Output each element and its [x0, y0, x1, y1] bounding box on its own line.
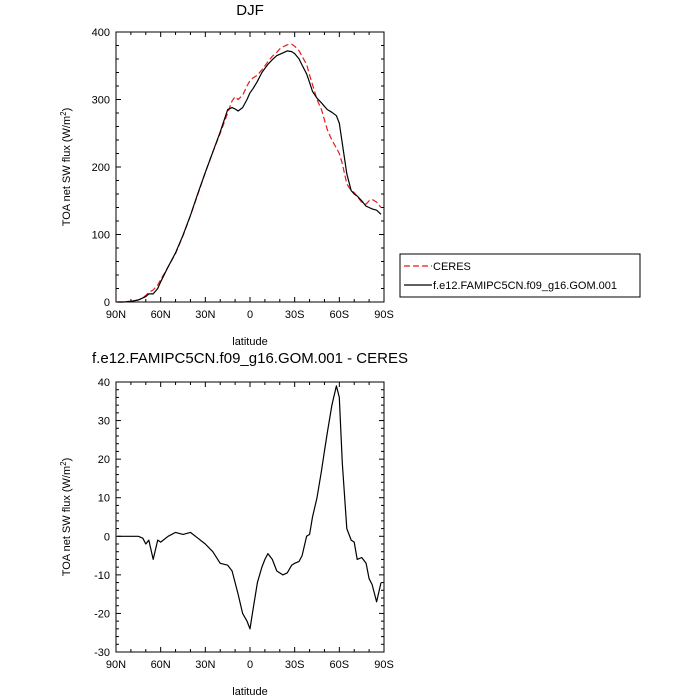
- bottom-y-tick-label: 0: [104, 531, 110, 543]
- top-axis-ticks: 90N 60N 30N 0 30S 60S 90S 0 100 200 300 400: [92, 27, 394, 321]
- bottom-y-tick-label: -30: [94, 647, 110, 659]
- top-x-axis-label: latitude: [232, 336, 267, 348]
- top-y-tick-label: 100: [92, 230, 110, 242]
- bottom-y-tick-label: 10: [98, 493, 110, 505]
- bottom-y-tick-label: 30: [98, 416, 110, 428]
- top-y-axis-label-sup: 2: [59, 111, 68, 116]
- top-x-tick-label: 60N: [151, 309, 171, 321]
- legend-label-model: f.e12.FAMIPC5CN.f09_g16.GOM.001: [433, 280, 617, 292]
- top-series-line-1: [117, 50, 382, 303]
- bottom-y-axis-label: TOA net SW flux (W/m2): [59, 458, 73, 577]
- top-chart-title: DJF: [236, 2, 264, 19]
- bottom-x-tick-label: 90S: [374, 659, 394, 671]
- bottom-series-line-0: [117, 385, 382, 630]
- bottom-series-group: [117, 385, 382, 630]
- top-y-tick-label: 400: [92, 27, 110, 39]
- top-x-tick-label: 30S: [285, 309, 305, 321]
- top-plot-frame: [115, 31, 385, 303]
- bottom-x-tick-label: 60N: [151, 659, 171, 671]
- bottom-x-tick-label: 90N: [106, 659, 126, 671]
- bottom-y-axis-label-main: TOA net SW flux (W/m: [61, 466, 73, 576]
- top-y-axis-label-main: TOA net SW flux (W/m: [61, 116, 73, 226]
- top-panel: DJF 90N 60N 30N 0 30S 60S 90S 0 100 200 300 400 lat…: [59, 2, 394, 348]
- bottom-y-axis-label-close: ): [61, 458, 73, 462]
- top-series-line-0: [117, 43, 382, 303]
- bottom-y-tick-label: 20: [98, 454, 110, 466]
- legend: CERES f.e12.FAMIPC5CN.f09_g16.GOM.001: [399, 253, 641, 298]
- top-x-tick-label: 30N: [195, 309, 215, 321]
- legend-box: [399, 253, 641, 298]
- top-y-tick-label: 0: [104, 297, 110, 309]
- bottom-x-axis-label: latitude: [232, 686, 267, 698]
- legend-label-ceres: CERES: [433, 261, 471, 273]
- top-y-axis-label: TOA net SW flux (W/m2): [59, 108, 73, 227]
- top-x-tick-label: 90N: [106, 309, 126, 321]
- bottom-axis-ticks: 90N 60N 30N 0 30S 60S 90S -30 -20 -10 0 10 20 30 40: [94, 377, 394, 671]
- top-x-tick-label: 0: [247, 309, 253, 321]
- top-x-tick-label: 90S: [374, 309, 394, 321]
- top-y-axis-label-close: ): [61, 108, 73, 112]
- bottom-x-tick-label: 0: [247, 659, 253, 671]
- top-x-tick-label: 60S: [330, 309, 350, 321]
- top-y-tick-label: 200: [92, 162, 110, 174]
- bottom-x-tick-label: 60S: [330, 659, 350, 671]
- top-series-group: [117, 43, 382, 303]
- bottom-panel: f.e12.FAMIPC5CN.f09_g16.GOM.001 - CERES …: [59, 350, 408, 698]
- bottom-y-tick-label: -10: [94, 570, 110, 582]
- bottom-x-tick-label: 30S: [285, 659, 305, 671]
- bottom-plot-frame: [115, 381, 385, 653]
- bottom-y-tick-label: -20: [94, 608, 110, 620]
- bottom-y-tick-label: 40: [98, 377, 110, 389]
- bottom-y-axis-label-sup: 2: [59, 461, 68, 466]
- bottom-x-tick-label: 30N: [195, 659, 215, 671]
- top-y-tick-label: 300: [92, 95, 110, 107]
- bottom-chart-title: f.e12.FAMIPC5CN.f09_g16.GOM.001 - CERES: [92, 350, 408, 367]
